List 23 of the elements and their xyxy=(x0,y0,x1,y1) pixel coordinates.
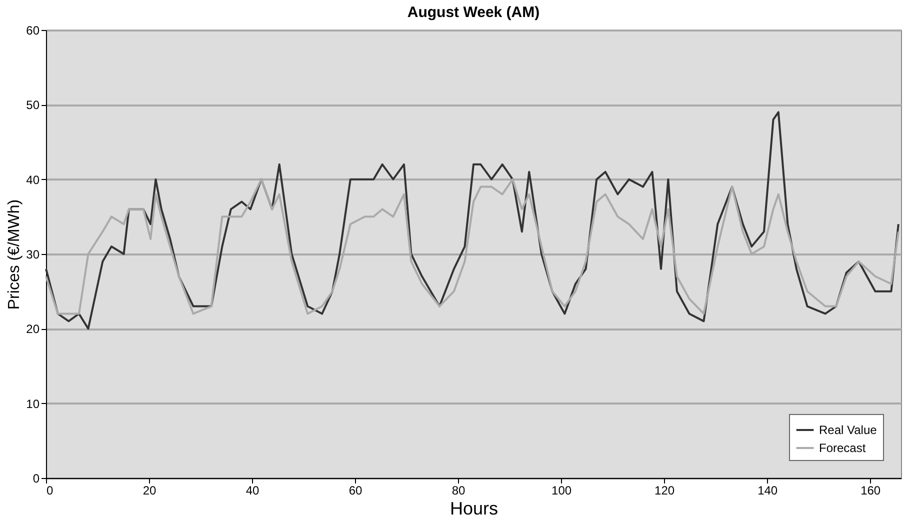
y-tick-label: 30 xyxy=(26,248,40,262)
x-tick-label: 20 xyxy=(142,484,157,498)
legend-label: Real Value xyxy=(819,423,878,437)
y-tick-label: 60 xyxy=(26,24,40,38)
x-tick-label: 140 xyxy=(758,484,778,498)
chart-title: August Week (AM) xyxy=(407,4,540,21)
x-tick-label: 120 xyxy=(654,484,675,498)
x-tick-label: 160 xyxy=(860,484,881,498)
legend-label: Forecast xyxy=(819,441,866,455)
y-tick-label: 0 xyxy=(32,472,40,486)
line-series xyxy=(45,111,900,330)
x-tick-label: 60 xyxy=(348,484,363,498)
x-tick-label: 80 xyxy=(452,484,466,498)
x-tick-label: 0 xyxy=(46,484,54,498)
line-series xyxy=(45,178,900,315)
x-tick-label: 40 xyxy=(246,484,260,498)
y-tick-label: 50 xyxy=(26,98,40,112)
y-tick-label: 10 xyxy=(26,396,40,411)
x-axis-title: Hours xyxy=(450,498,498,518)
y-axis-title: Prices (€/MWh) xyxy=(6,199,24,310)
y-tick-label: 20 xyxy=(26,322,40,336)
y-tick-label: 40 xyxy=(26,172,40,187)
x-tick-label: 100 xyxy=(552,484,572,498)
